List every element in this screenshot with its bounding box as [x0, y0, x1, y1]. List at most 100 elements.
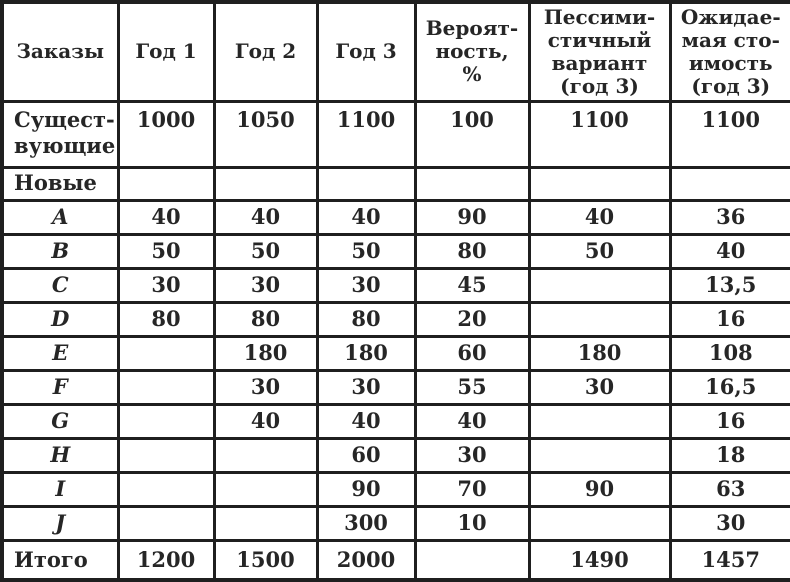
table-cell: 90 — [527, 470, 672, 508]
table-cell: 30 — [212, 266, 319, 304]
column-header: Заказы — [0, 0, 120, 103]
table-cell: 40 — [212, 198, 319, 236]
table-row: D 80 80 80 20 16 — [0, 300, 790, 338]
table-cell: 40 — [527, 198, 672, 236]
table-cell — [212, 436, 319, 474]
column-header: Год 3 — [315, 0, 417, 103]
table-cell: 1500 — [212, 538, 319, 582]
table-cell: 1490 — [527, 538, 672, 582]
table-cell: 180 — [315, 334, 417, 372]
table-cell — [527, 402, 672, 440]
row-label: J — [0, 504, 120, 542]
table-cell: 90 — [413, 198, 531, 236]
table-row: G 40 40 40 16 — [0, 402, 790, 440]
table-cell — [116, 165, 216, 202]
table-cell: 50 — [527, 232, 672, 270]
row-label: Итого — [0, 538, 120, 582]
table-row: Новые — [0, 165, 790, 202]
table-row: A 40 40 40 90 40 36 — [0, 198, 790, 236]
table-cell: 30 — [315, 266, 417, 304]
table-cell: 50 — [116, 232, 216, 270]
table-cell: 16,5 — [668, 368, 790, 406]
table-cell: 2000 — [315, 538, 417, 582]
table-row: C 30 30 30 45 13,5 — [0, 266, 790, 304]
table-cell: 1100 — [527, 99, 672, 169]
table-cell: 16 — [668, 300, 790, 338]
table-row: B 50 50 50 80 50 40 — [0, 232, 790, 270]
table-cell — [668, 165, 790, 202]
table-cell: 80 — [212, 300, 319, 338]
table-cell: 36 — [668, 198, 790, 236]
table-cell: 30 — [212, 368, 319, 406]
table-cell: 100 — [413, 99, 531, 169]
table-cell: 18 — [668, 436, 790, 474]
column-header: Пессими- стичный вариант (год 3) — [527, 0, 672, 103]
table-cell: 180 — [212, 334, 319, 372]
table-cell — [116, 334, 216, 372]
table-cell — [527, 436, 672, 474]
table-cell — [212, 470, 319, 508]
column-header: Год 1 — [116, 0, 216, 103]
table-cell: 60 — [315, 436, 417, 474]
table-cell: 50 — [315, 232, 417, 270]
table-cell: 40 — [668, 232, 790, 270]
table-cell: 1457 — [668, 538, 790, 582]
table-cell: 1050 — [212, 99, 319, 169]
table-cell: 180 — [527, 334, 672, 372]
row-label: A — [0, 198, 120, 236]
row-label: H — [0, 436, 120, 474]
table-cell: 40 — [212, 402, 319, 440]
table-cell: 45 — [413, 266, 531, 304]
table-row: J 300 10 30 — [0, 504, 790, 542]
table-cell: 40 — [413, 402, 531, 440]
table-cell: 1100 — [668, 99, 790, 169]
table-cell: 30 — [116, 266, 216, 304]
table-cell: 80 — [413, 232, 531, 270]
table-cell: 13,5 — [668, 266, 790, 304]
header-row: Заказы Год 1 Год 2 Год 3 Вероят- ность, % Пес… — [0, 0, 790, 103]
row-label: D — [0, 300, 120, 338]
table-cell: 80 — [315, 300, 417, 338]
table-cell: 1000 — [116, 99, 216, 169]
table-cell: 30 — [527, 368, 672, 406]
table-cell: 300 — [315, 504, 417, 542]
table-cell: 1200 — [116, 538, 216, 582]
table-cell: 30 — [413, 436, 531, 474]
table-cell: 70 — [413, 470, 531, 508]
column-header: Год 2 — [212, 0, 319, 103]
row-label: G — [0, 402, 120, 440]
table-cell: 90 — [315, 470, 417, 508]
table-row: H 60 30 18 — [0, 436, 790, 474]
table-cell — [116, 436, 216, 474]
table-cell — [212, 165, 319, 202]
table-cell — [116, 504, 216, 542]
table-cell: 1100 — [315, 99, 417, 169]
row-label: I — [0, 470, 120, 508]
table-cell — [315, 165, 417, 202]
table-row: Итого 1200 1500 2000 1490 1457 — [0, 538, 790, 582]
table-cell: 55 — [413, 368, 531, 406]
row-label: Новые — [0, 165, 120, 202]
table-cell: 50 — [212, 232, 319, 270]
table-row: F 30 30 55 30 16,5 — [0, 368, 790, 406]
row-label: B — [0, 232, 120, 270]
table-cell: 16 — [668, 402, 790, 440]
row-label: E — [0, 334, 120, 372]
table-cell: 108 — [668, 334, 790, 372]
table-cell: 40 — [315, 402, 417, 440]
table-cell — [116, 368, 216, 406]
table-cell — [413, 538, 531, 582]
table-row: I 90 70 90 63 — [0, 470, 790, 508]
column-header: Вероят- ность, % — [413, 0, 531, 103]
table-row: Сущест- вующие 1000 1050 1100 100 1100 1100 — [0, 99, 790, 169]
table-cell: 10 — [413, 504, 531, 542]
table-cell — [527, 266, 672, 304]
table-cell: 40 — [315, 198, 417, 236]
table-cell: 40 — [116, 198, 216, 236]
table-cell: 80 — [116, 300, 216, 338]
table-cell: 63 — [668, 470, 790, 508]
row-label: Сущест- вующие — [0, 99, 120, 169]
table-cell: 30 — [315, 368, 417, 406]
